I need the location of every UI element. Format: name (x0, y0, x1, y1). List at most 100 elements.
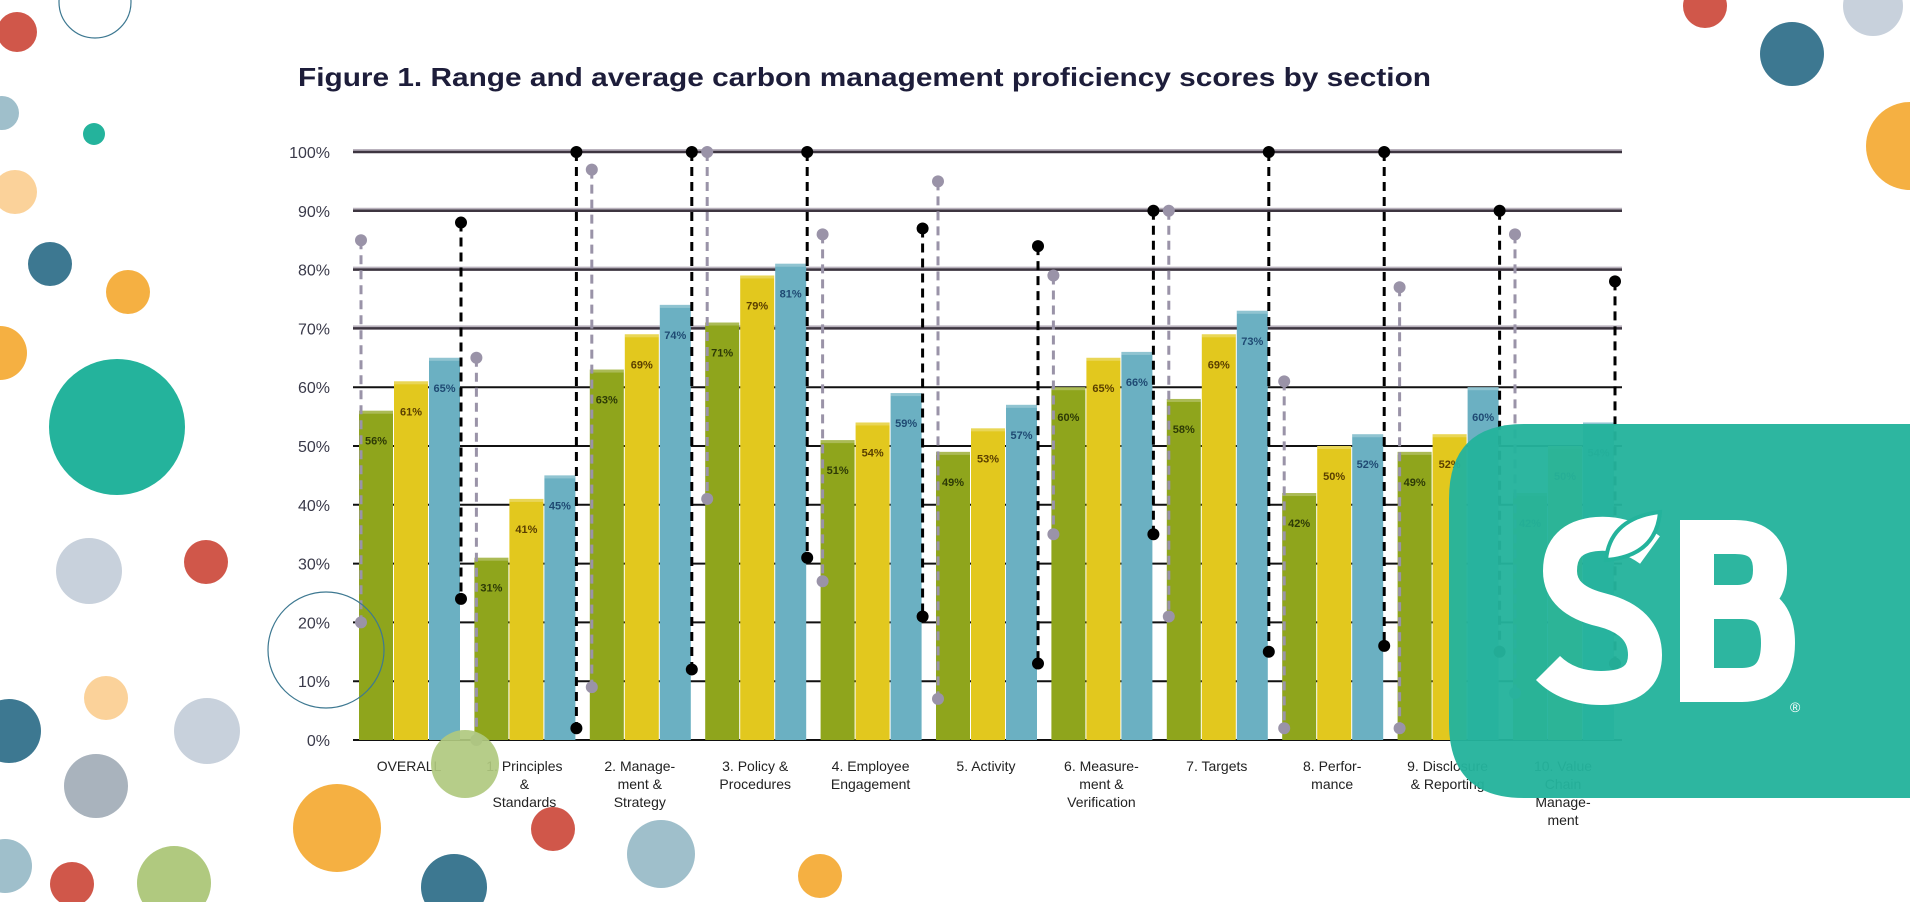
bar-highlight (1051, 387, 1086, 391)
range-max-point (816, 228, 829, 241)
data-label: 69% (1208, 359, 1230, 371)
decorative-circle (83, 123, 105, 145)
data-label: 60% (1057, 412, 1079, 424)
decorative-circle (28, 242, 72, 286)
decorative-circle (0, 170, 37, 214)
bar (1282, 493, 1317, 740)
decorative-circle (1683, 0, 1727, 28)
bar (624, 334, 659, 740)
decorative-circle (293, 784, 381, 872)
bar (509, 498, 544, 740)
decorative-circle (64, 754, 128, 818)
bar-highlight (1317, 446, 1352, 449)
range-max-point (455, 216, 467, 229)
range-min-point (701, 492, 714, 505)
x-tick-label: Engagement (831, 776, 911, 792)
bar (936, 451, 970, 740)
bar-highlight (1282, 493, 1317, 497)
bar-highlight (1121, 351, 1153, 355)
bar (890, 393, 922, 740)
x-tick-label: ment (1547, 812, 1578, 828)
decorative-circle (184, 540, 228, 584)
range-min-point (1278, 722, 1291, 735)
range-min-point (816, 575, 829, 588)
data-label: 57% (1010, 430, 1032, 442)
sb-logo-lettering (1535, 516, 1796, 706)
x-tick-label: ment & (1079, 776, 1124, 792)
x-tick-label: Standards (492, 794, 556, 810)
range-max-point (570, 146, 583, 158)
data-label: 49% (942, 477, 964, 489)
bar (359, 410, 393, 740)
bar (544, 475, 576, 740)
data-label: 31% (480, 583, 502, 595)
bar-highlight (1467, 387, 1499, 391)
y-tick-label: 80% (298, 263, 330, 280)
bar-highlight (659, 304, 691, 308)
decorative-circle (1760, 22, 1824, 86)
x-tick-label: & (520, 776, 530, 792)
bar-highlight (509, 498, 544, 502)
range-max-point (1047, 269, 1060, 282)
data-label: 66% (1126, 377, 1148, 389)
range-max-point (1278, 375, 1291, 388)
data-label: 52% (1357, 459, 1379, 471)
data-label: 63% (596, 395, 618, 407)
y-tick-label: 20% (298, 615, 330, 632)
range-max-point (355, 234, 367, 247)
bar (1051, 387, 1086, 740)
y-tick-label: 70% (298, 321, 330, 338)
range-min-point (585, 681, 598, 694)
bar-highlight (705, 322, 740, 326)
range-max-point (1393, 281, 1406, 294)
data-label: 79% (746, 300, 768, 312)
decorative-circle (137, 846, 211, 902)
decorative-circle (431, 730, 499, 798)
decorative-circle (106, 270, 150, 314)
bar (705, 322, 740, 740)
bar (1352, 434, 1384, 740)
bar-highlight (1432, 434, 1467, 438)
data-label: 81% (780, 289, 802, 301)
bar-highlight (1583, 422, 1614, 426)
bar (1317, 446, 1352, 740)
bar-highlight (1006, 404, 1037, 408)
range-min-point (1378, 639, 1391, 652)
range-max-point (701, 146, 714, 158)
bar-highlight (1166, 398, 1201, 402)
data-label: 60% (1472, 412, 1494, 424)
range-min-point (1047, 528, 1060, 541)
y-tick-label: 0% (307, 733, 330, 750)
x-tick-label: 8. Perfor- (1303, 758, 1362, 774)
decorative-circle (84, 676, 128, 720)
range-max-point (1493, 204, 1506, 217)
bar (1201, 334, 1236, 740)
x-tick-label: Verification (1067, 794, 1135, 810)
range-max-point (916, 222, 929, 235)
bar (1086, 357, 1121, 740)
y-tick-label: 40% (298, 498, 330, 515)
range-min-point (1032, 657, 1044, 670)
range-max-point (1378, 146, 1391, 158)
decorative-circle (0, 699, 41, 763)
bar-highlight (1397, 451, 1432, 455)
x-tick-label: 4. Employee (832, 758, 910, 774)
decorative-circle (1843, 0, 1903, 36)
decorative-circles-front (267, 591, 499, 798)
data-label: 59% (895, 418, 917, 430)
x-tick-label: 2. Manage- (604, 758, 675, 774)
bar (429, 357, 460, 740)
data-label: 61% (400, 406, 422, 418)
y-tick-label: 90% (298, 204, 330, 221)
bar-highlight (855, 422, 890, 426)
range-max-point (585, 163, 598, 176)
logo-letter-s (1535, 516, 1663, 706)
decorative-circle-outline (267, 591, 385, 709)
x-tick-label: Strategy (614, 794, 666, 810)
decorative-circle (531, 807, 575, 851)
bar (1236, 310, 1268, 740)
data-label: 53% (977, 453, 999, 465)
x-tick-label: 1. Principles (486, 758, 562, 774)
bar (474, 557, 509, 740)
